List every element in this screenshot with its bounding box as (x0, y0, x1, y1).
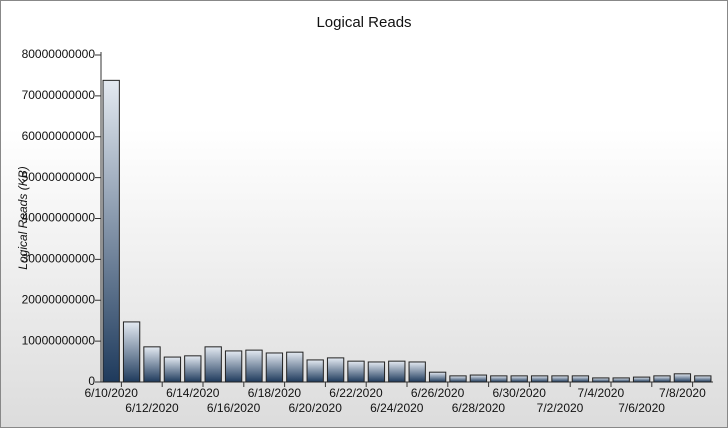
x-tick-label: 7/4/2020 (577, 386, 624, 400)
bar (306, 359, 324, 383)
bar (184, 355, 202, 383)
bar (449, 375, 467, 383)
y-tick-label: 20000000000 (22, 292, 96, 306)
bar (326, 357, 345, 383)
bar (122, 321, 141, 383)
y-tick-label: 70000000000 (22, 88, 96, 102)
bar (265, 352, 284, 383)
x-tick-label: 7/8/2020 (659, 386, 706, 400)
bar (245, 349, 263, 383)
x-tick-label: 7/6/2020 (618, 401, 665, 415)
x-tick-label: 6/14/2020 (166, 386, 220, 400)
bar (510, 375, 528, 383)
y-tick-label: 0 (88, 374, 95, 388)
x-tick-label: 7/2/2020 (537, 401, 584, 415)
y-tick-label: 30000000000 (22, 252, 96, 266)
bar (469, 374, 488, 383)
y-tick-label: 50000000000 (22, 170, 96, 184)
bar (224, 350, 243, 383)
bar (347, 360, 365, 383)
bar (612, 377, 630, 383)
bar (551, 375, 569, 383)
x-tick-label: 6/18/2020 (248, 386, 302, 400)
bar (408, 361, 426, 383)
y-tick-label: 80000000000 (22, 47, 96, 61)
x-tick-label: 6/16/2020 (207, 401, 261, 415)
bar (571, 375, 590, 383)
bar (592, 377, 610, 383)
bar (530, 375, 549, 383)
y-tick-label: 10000000000 (22, 333, 96, 347)
bar (490, 375, 508, 383)
bar (204, 346, 222, 383)
bar (428, 371, 447, 383)
x-tick-label: 6/26/2020 (411, 386, 465, 400)
bar (286, 351, 304, 383)
x-tick-label: 6/24/2020 (370, 401, 424, 415)
y-axis-label: Logical Reads (KB) (16, 166, 30, 269)
x-tick-label: 6/22/2020 (329, 386, 383, 400)
bar (673, 373, 692, 383)
x-tick-label: 6/12/2020 (125, 401, 179, 415)
bar (163, 356, 182, 383)
bar (653, 375, 671, 383)
y-tick-label: 60000000000 (22, 129, 96, 143)
bar (632, 376, 651, 383)
bar (367, 361, 386, 383)
x-tick-label: 6/28/2020 (452, 401, 506, 415)
y-tick-label: 40000000000 (22, 211, 96, 225)
chart-title: Logical Reads (316, 14, 411, 31)
bar (102, 79, 120, 383)
x-tick-label: 6/30/2020 (493, 386, 547, 400)
x-tick-label: 6/10/2020 (85, 386, 139, 400)
bar (694, 375, 712, 383)
x-tick-label: 6/20/2020 (289, 401, 343, 415)
bar (143, 346, 161, 383)
bar (388, 360, 406, 383)
